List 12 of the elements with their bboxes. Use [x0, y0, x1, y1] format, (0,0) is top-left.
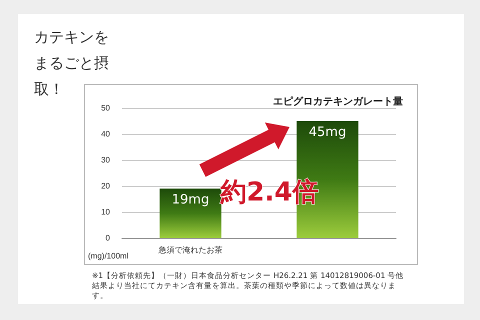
x-tick-label: 急須で淹れたお茶: [158, 246, 222, 254]
y-tick-label: 40: [101, 130, 111, 138]
y-tick-label: 30: [101, 156, 111, 164]
y-axis-title: (mg)/100ml: [88, 252, 129, 260]
chart-title: カテキンをまるごと摂取！: [34, 27, 110, 100]
y-tick-label: 10: [101, 208, 111, 216]
data-label: 19mg: [172, 192, 210, 208]
chart-subtitle: エピグロカテキンガレート量: [273, 96, 403, 108]
y-tick-label: 0: [106, 234, 111, 242]
y-tick-label: 50: [101, 104, 111, 112]
y-tick-label: 20: [101, 182, 111, 190]
data-label: 45mg: [308, 125, 346, 140]
